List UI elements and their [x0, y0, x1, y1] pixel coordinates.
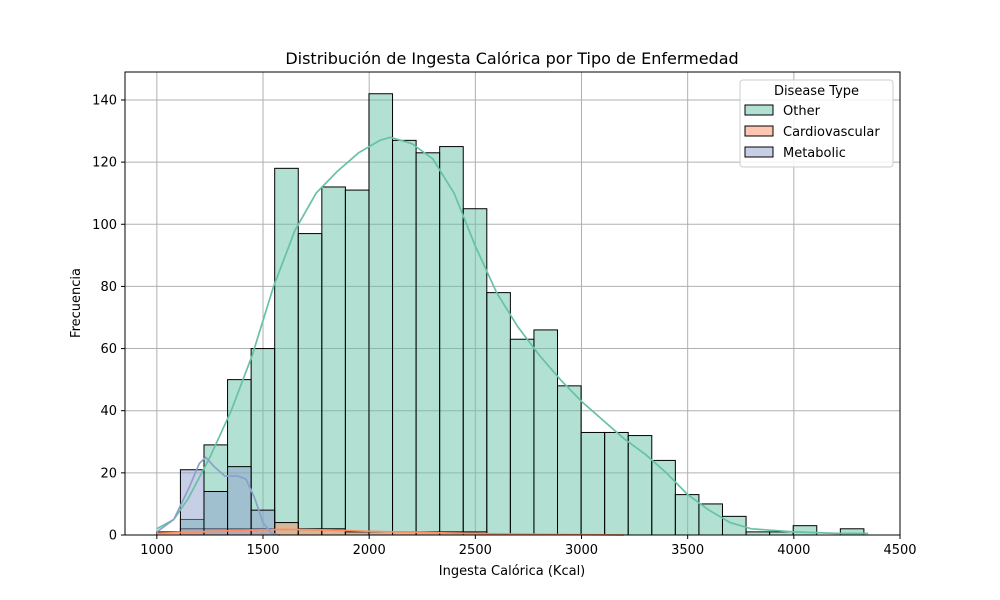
x-tick-label: 1000 — [140, 543, 173, 558]
y-tick-label: 80 — [100, 280, 117, 295]
y-axis-label: Frecuencia — [69, 268, 84, 338]
histogram-bar — [604, 431, 629, 536]
series-metabolic-bars — [179, 466, 276, 536]
histogram-bar — [462, 208, 488, 536]
histogram-bar — [297, 233, 323, 536]
y-tick-label: 60 — [100, 342, 117, 357]
histogram-bar — [698, 503, 723, 536]
y-tick-label: 100 — [92, 218, 117, 233]
series-other-kde-line — [156, 136, 869, 535]
series-other-bars — [179, 93, 865, 536]
x-axis-label: Ingesta Calórica (Kcal) — [439, 564, 586, 579]
legend-swatch-metabolic — [744, 146, 774, 158]
histogram-bar — [274, 167, 299, 536]
legend-label-other: Other — [783, 104, 821, 119]
legend-box — [739, 79, 894, 168]
histogram-bar — [392, 139, 417, 536]
legend-swatch-other — [744, 104, 774, 116]
histogram-bar — [580, 431, 606, 536]
histogram-bar — [792, 525, 818, 536]
x-tick-label: 2000 — [353, 543, 386, 558]
x-tick-label: 2500 — [459, 543, 492, 558]
x-tick-label: 4500 — [883, 543, 916, 558]
histogram-bar — [439, 146, 464, 536]
x-tick-label: 1500 — [246, 543, 279, 558]
histogram-bar — [321, 186, 346, 536]
plot-area: 1000 1500 2000 2500 3000 3500 4000 4500 0 20 40 60 8… — [92, 71, 917, 558]
series-cardiovascular-kde-line — [156, 528, 625, 536]
legend-swatch-cardiovascular — [744, 125, 774, 137]
histogram-bar — [368, 93, 394, 536]
histogram-bar — [557, 385, 582, 536]
histogram-bar — [486, 292, 511, 536]
histogram-bar — [509, 338, 535, 536]
legend-label-metabolic: Metabolic — [783, 146, 846, 161]
y-tick-label: 120 — [92, 156, 117, 171]
histogram-bar — [651, 459, 676, 536]
y-tick-label: 140 — [92, 93, 117, 108]
legend: Disease Type Other Cardiovascular Metabolic — [739, 79, 894, 168]
y-tick-label: 20 — [100, 466, 117, 481]
series-metabolic-kde-line — [156, 456, 281, 536]
histogram-bar — [415, 152, 441, 536]
histogram-bar — [533, 329, 559, 536]
legend-title: Disease Type — [774, 84, 859, 99]
plot-frame — [124, 71, 901, 536]
histogram-bar — [203, 490, 229, 536]
x-tick-label: 3000 — [565, 543, 598, 558]
x-tick-label: 4000 — [777, 543, 810, 558]
y-tick-label: 40 — [100, 404, 117, 419]
y-tick-label: 0 — [109, 529, 117, 544]
histogram-bar — [344, 189, 370, 536]
chart-title: Distribución de Ingesta Calórica por Tip… — [285, 49, 738, 68]
x-tick-label: 3500 — [671, 543, 704, 558]
legend-label-cardiovascular: Cardiovascular — [783, 125, 880, 140]
histogram-bar — [250, 348, 276, 536]
